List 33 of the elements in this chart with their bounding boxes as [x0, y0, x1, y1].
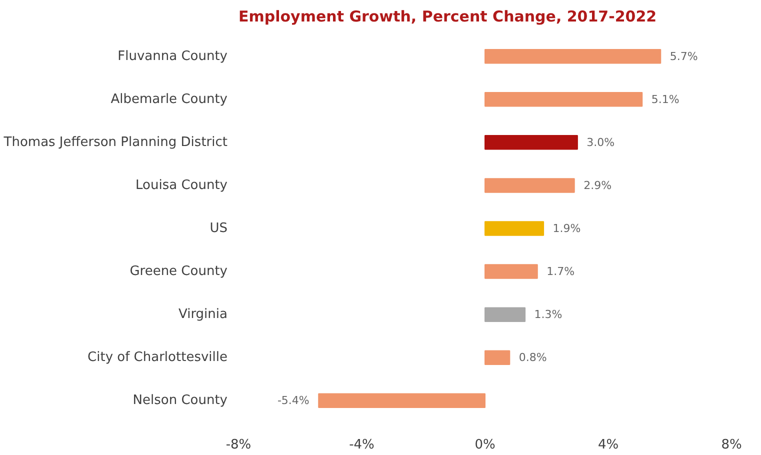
x-tick-label: 4% [598, 438, 619, 452]
y-tick-label: Virginia [178, 307, 228, 322]
y-tick-label: Louisa County [136, 178, 228, 193]
y-tick-label: Fluvanna County [118, 48, 228, 64]
chart-title: Employment Growth, Percent Change, 2017-2022 [238, 8, 657, 26]
y-tick-label: Albemarle County [110, 92, 228, 107]
bar [484, 221, 544, 236]
bar [484, 307, 526, 322]
y-tick-label: Greene County [130, 264, 228, 280]
y-tick-label: Thomas Jefferson Planning District [2, 134, 228, 150]
data-label: 5.7% [670, 50, 698, 63]
data-label: 5.1% [651, 92, 680, 106]
y-tick-label: City of Charlottesville [88, 350, 228, 366]
y-tick-label: Nelson County [132, 393, 228, 408]
data-label: 0.8% [518, 351, 547, 364]
bar [318, 393, 486, 408]
bar [484, 135, 578, 150]
bar [484, 264, 538, 279]
bar [484, 178, 575, 193]
data-label: 1.9% [552, 222, 581, 235]
data-label: -5.4% [277, 394, 310, 408]
x-tick-label: -8% [226, 438, 252, 452]
data-label: 1.3% [534, 308, 562, 322]
data-label: 1.7% [546, 265, 575, 278]
x-tick-label: -4% [349, 438, 374, 452]
x-tick-label: 8% [721, 438, 742, 452]
bar [484, 48, 662, 64]
data-label: 2.9% [584, 178, 612, 192]
bar [484, 92, 643, 107]
x-tick-label: 0% [474, 438, 496, 452]
bar [484, 350, 510, 366]
data-label: 3.0% [586, 136, 615, 149]
y-tick-label: US [210, 221, 228, 236]
